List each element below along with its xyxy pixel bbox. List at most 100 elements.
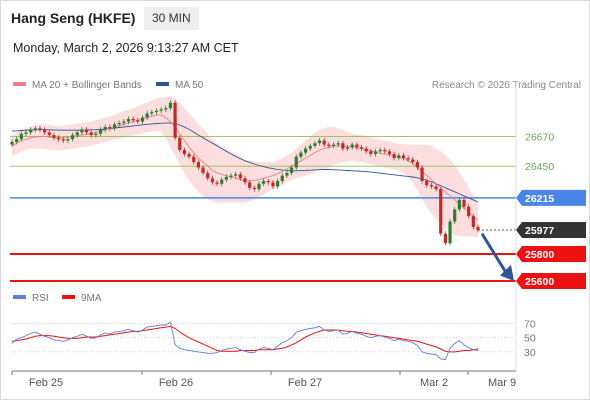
candle-body (43, 129, 47, 133)
candle-body (378, 149, 382, 152)
candle-body (364, 148, 368, 152)
candle-body (150, 112, 154, 114)
legend-9ma: 9MA (62, 293, 102, 304)
candle-body (425, 181, 429, 186)
candle-body (15, 139, 19, 142)
legend-ma50: MA 50 (156, 80, 203, 91)
candle-body (383, 149, 387, 152)
candle-body (94, 133, 98, 136)
legend-ma20: MA 20 + Bollinger Bands (13, 80, 142, 91)
candle-body (182, 149, 187, 155)
candle-body (290, 167, 294, 173)
candle-body (448, 221, 452, 244)
candle-body (196, 162, 200, 168)
candle-body (327, 144, 331, 146)
candle-body (159, 109, 163, 111)
candle-body (462, 199, 466, 207)
candle-body (98, 129, 103, 134)
candle-body (122, 121, 126, 123)
candle-body (266, 181, 270, 183)
forecast-arrow-line (480, 232, 509, 275)
candle-body (271, 182, 275, 187)
level-label-26450: 26450 (525, 161, 554, 173)
candle-body (443, 233, 447, 244)
candle-body (392, 154, 396, 159)
candle-body (453, 209, 457, 222)
candle-body (145, 113, 149, 118)
candle-body (350, 144, 354, 148)
candle-body (29, 129, 33, 133)
candle-body (243, 178, 247, 183)
chart-title: Hang Seng (HKFE) (11, 10, 136, 26)
level-tag-26215 (516, 189, 586, 206)
legend-9ma-label: 9MA (81, 293, 102, 304)
candle-body (89, 132, 93, 136)
candle-body (234, 174, 238, 176)
x-tick-label: Mar 2 (420, 377, 448, 389)
candle-body (47, 132, 51, 136)
rsi-tick-label: 50 (524, 333, 536, 345)
rsi-swatch (13, 295, 26, 300)
legend-rsi-label: RSI (32, 293, 49, 304)
candle-body (262, 181, 266, 184)
candle-body (206, 172, 210, 179)
timestamp: Monday, March 2, 2026 9:13:27 AM CET (13, 41, 239, 55)
candle-body (192, 156, 196, 163)
rsi-9ma-line (11, 325, 479, 353)
candle-body (313, 143, 317, 146)
candle-body (33, 128, 37, 130)
x-tick-label: Feb 26 (159, 377, 193, 389)
legend-ma20-label: MA 20 + Bollinger Bands (32, 80, 142, 91)
rsi-tick-label: 30 (524, 347, 536, 359)
candle-body (336, 143, 340, 145)
candle-body (66, 139, 70, 141)
9ma-swatch (62, 295, 75, 300)
ma50-swatch (156, 82, 169, 87)
ma20-swatch (13, 82, 26, 87)
candle-body (224, 176, 228, 180)
level-tag-25977 (516, 222, 586, 239)
research-credit: Research © 2026 Trading Central (431, 80, 581, 91)
candle-body (136, 120, 140, 122)
candle-body (359, 147, 364, 149)
candle-body (373, 151, 378, 155)
candle-body (322, 140, 326, 145)
candle-body (140, 117, 145, 122)
candle-body (168, 102, 173, 109)
x-tick-label: Feb 25 (29, 377, 63, 389)
candle-body (411, 159, 415, 163)
candle-body (84, 129, 89, 133)
candle-body (187, 154, 191, 157)
candle-body (126, 118, 131, 122)
candle-body (257, 183, 261, 190)
candle-body (420, 167, 424, 182)
candle-body (215, 182, 219, 184)
candle-body (457, 199, 461, 210)
rsi-tick-label: 70 (524, 319, 536, 331)
rsi-line (11, 321, 479, 361)
interval-button[interactable]: 30 MIN (144, 7, 199, 30)
legend-rsi: RSI (13, 293, 49, 304)
candle-body (178, 137, 182, 150)
candle-body (415, 162, 420, 168)
level-tag-25600 (516, 272, 586, 289)
candle-body (229, 175, 233, 177)
candle-body (103, 127, 107, 130)
candle-body (341, 143, 345, 149)
candle-body (112, 124, 117, 129)
candle-body (131, 118, 135, 121)
candle-body (387, 151, 392, 155)
x-tick-label: Feb 27 (288, 377, 322, 389)
candle-body (117, 122, 121, 125)
level-tag-25800 (516, 245, 586, 262)
x-tick-label: Mar 9 (488, 377, 516, 389)
candle-body (471, 216, 475, 227)
candle-body (61, 139, 65, 141)
candle-body (201, 167, 205, 173)
candle-body (248, 182, 252, 188)
candle-body (19, 133, 23, 140)
candle-body (108, 127, 112, 129)
ma50-line (11, 122, 479, 203)
level-label-25800: 25800 (525, 249, 554, 261)
level-label-25977: 25977 (525, 225, 554, 237)
